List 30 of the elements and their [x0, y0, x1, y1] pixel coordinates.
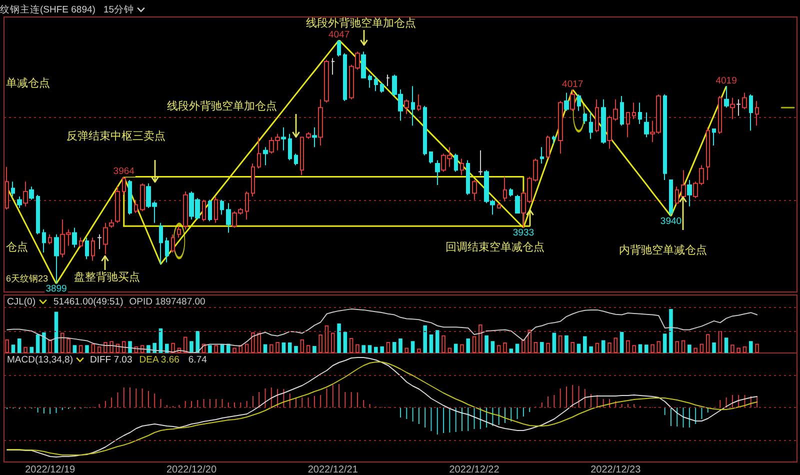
- annotation: 6天纹钢23: [6, 274, 48, 284]
- text: 51461.00(49:51): [54, 296, 124, 307]
- data-label: 3933: [512, 227, 534, 238]
- x-tick-label: 2022/12/21: [308, 464, 358, 475]
- x-tick-label: 2022/12/22: [449, 464, 500, 475]
- data-label: 4047: [328, 30, 350, 41]
- annotation: 内背驰空单减仓点: [619, 244, 707, 256]
- text: OPID 1897487.00: [129, 296, 206, 307]
- data-label: 3899: [46, 283, 67, 294]
- x-tick-label: 2022/12/19: [25, 464, 76, 475]
- data-label: 3964: [113, 166, 134, 178]
- text: DIFF 7.03: [90, 354, 132, 366]
- x-tick-label: 2022/12/20: [166, 464, 217, 475]
- chart-title: CJL(0): [7, 296, 36, 307]
- annotation: 回调结束空单减仓点: [446, 242, 544, 254]
- chart-title: 纹钢主连(SHFE 6894): [0, 4, 96, 16]
- annotation: 线段外背驰空单加仓点: [306, 17, 416, 29]
- annotation: 单减仓点: [6, 78, 50, 90]
- x-tick-label: 2022/12/23: [590, 464, 642, 475]
- annotation: 反弹结束中枢三卖点: [66, 130, 166, 142]
- data-label: 4019: [716, 76, 737, 87]
- chart-title: MACD(13,34,8): [7, 354, 73, 366]
- text: DEA 3.66: [139, 354, 180, 366]
- annotation: 6.74: [188, 354, 207, 366]
- annotation: 线段外背驰空单加仓点: [167, 100, 277, 112]
- chart-subtitle: 15分钟: [103, 4, 134, 16]
- data-label: 3940: [660, 216, 682, 227]
- annotation: 盘整背驰买点: [74, 272, 140, 284]
- data-label: 4017: [562, 78, 584, 90]
- annotation: 仓点: [6, 242, 28, 254]
